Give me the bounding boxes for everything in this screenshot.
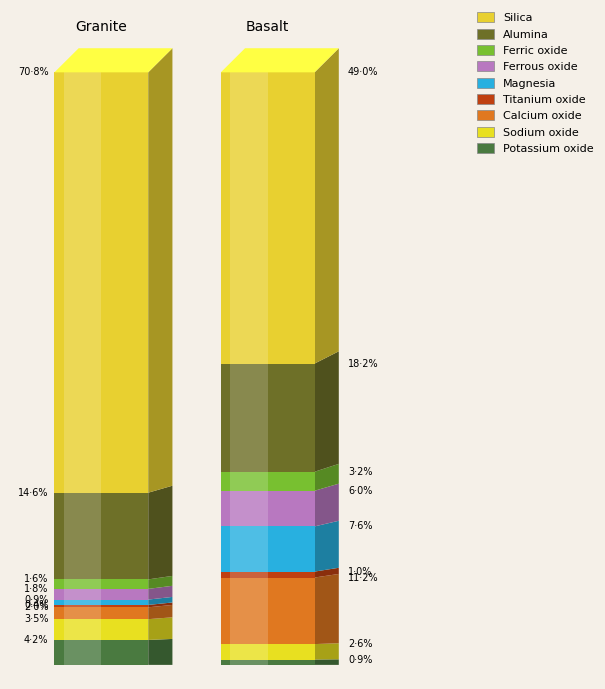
Bar — [54, 589, 148, 599]
Polygon shape — [315, 659, 339, 665]
Bar — [221, 572, 315, 577]
Text: 0·9%: 0·9% — [24, 595, 48, 604]
Bar — [221, 491, 315, 526]
Bar — [221, 644, 315, 659]
Polygon shape — [315, 464, 339, 491]
Text: 18·2%: 18·2% — [348, 358, 379, 369]
Polygon shape — [315, 521, 339, 572]
Bar — [54, 579, 148, 589]
Polygon shape — [315, 48, 339, 364]
Text: 1·0%: 1·0% — [348, 566, 372, 577]
Text: 2·0%: 2·0% — [24, 602, 48, 613]
Text: 70·8%: 70·8% — [18, 68, 48, 77]
Polygon shape — [315, 484, 339, 526]
Bar — [221, 72, 315, 364]
Bar — [221, 526, 315, 572]
Polygon shape — [315, 568, 339, 577]
Text: 49·0%: 49·0% — [348, 68, 378, 77]
Text: 1·8%: 1·8% — [24, 584, 48, 594]
Text: 2·6%: 2·6% — [348, 639, 372, 649]
Polygon shape — [148, 605, 172, 619]
Text: 0·9%: 0·9% — [348, 655, 372, 664]
Text: 11·2%: 11·2% — [348, 573, 379, 582]
Bar — [54, 619, 148, 640]
Bar — [221, 659, 315, 665]
Text: 1·6%: 1·6% — [24, 575, 48, 584]
Bar — [221, 577, 315, 644]
Polygon shape — [148, 586, 172, 599]
Bar — [54, 599, 148, 605]
Text: 14·6%: 14·6% — [18, 488, 48, 497]
Polygon shape — [221, 48, 339, 72]
Text: 6·0%: 6·0% — [348, 486, 372, 496]
Text: Basalt: Basalt — [246, 21, 289, 34]
Text: 4·2%: 4·2% — [24, 635, 48, 645]
Text: 3·5%: 3·5% — [24, 614, 48, 624]
Text: Granite: Granite — [76, 21, 127, 34]
Polygon shape — [148, 597, 172, 605]
Polygon shape — [148, 576, 172, 589]
Polygon shape — [315, 644, 339, 659]
Legend: Silica, Alumina, Ferric oxide, Ferrous oxide, Magnesia, Titanium oxide, Calcium : Silica, Alumina, Ferric oxide, Ferrous o… — [477, 12, 594, 154]
Text: 3·2%: 3·2% — [348, 466, 372, 477]
Polygon shape — [148, 48, 172, 493]
Bar — [54, 72, 148, 493]
Polygon shape — [148, 602, 172, 607]
Text: 0·4%: 0·4% — [24, 600, 48, 610]
Polygon shape — [148, 639, 172, 665]
Polygon shape — [148, 617, 172, 640]
Polygon shape — [148, 486, 172, 579]
Polygon shape — [315, 574, 339, 644]
Bar — [221, 472, 315, 491]
Bar — [54, 607, 148, 619]
Bar — [64, 72, 101, 665]
Bar — [54, 493, 148, 579]
Polygon shape — [54, 48, 172, 72]
Bar — [54, 640, 148, 665]
Bar — [221, 364, 315, 472]
Bar — [230, 72, 268, 665]
Bar — [54, 605, 148, 607]
Text: 7·6%: 7·6% — [348, 522, 372, 531]
Polygon shape — [315, 351, 339, 472]
